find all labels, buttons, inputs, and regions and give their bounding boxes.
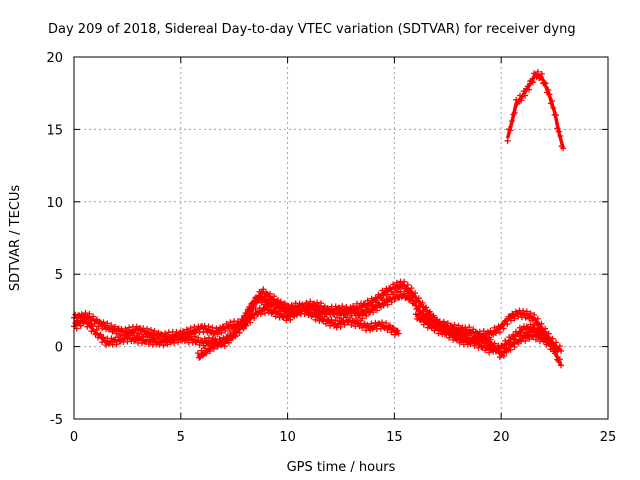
- plus-markers: [504, 68, 567, 152]
- series-track-d: [412, 310, 558, 361]
- x-tick-label: 25: [600, 430, 617, 445]
- plus-markers: [71, 286, 402, 350]
- grid-lines: [74, 57, 608, 419]
- chart-title: Day 209 of 2018, Sidereal Day-to-day VTE…: [48, 22, 576, 37]
- x-tick-label: 10: [279, 430, 296, 445]
- x-tick-label: 5: [177, 430, 185, 445]
- y-tick-label: 10: [46, 196, 63, 211]
- series-track-e: [504, 68, 567, 152]
- plot-frame: [73, 56, 609, 420]
- y-tick-label: 20: [46, 51, 63, 66]
- y-tick-label: -5: [50, 413, 63, 428]
- plus-markers: [412, 310, 558, 361]
- series-track-b: [71, 286, 402, 350]
- x-axis-label: GPS time / hours: [287, 460, 396, 475]
- plus-markers: [194, 278, 565, 369]
- x-tick-label: 15: [386, 430, 403, 445]
- series-track-c: [194, 278, 565, 369]
- y-axis-label: SDTVAR / TECUs: [8, 185, 23, 292]
- x-tick-label: 20: [493, 430, 510, 445]
- series-trace: [505, 72, 565, 149]
- axis-ticks: 0 5 10 15 20 25 -5 0 5 10 15 20: [46, 51, 616, 445]
- x-tick-label: 0: [70, 430, 78, 445]
- data-series: [71, 68, 567, 369]
- y-tick-label: 0: [55, 341, 63, 356]
- y-tick-label: 15: [46, 123, 63, 138]
- y-tick-label: 5: [55, 268, 63, 283]
